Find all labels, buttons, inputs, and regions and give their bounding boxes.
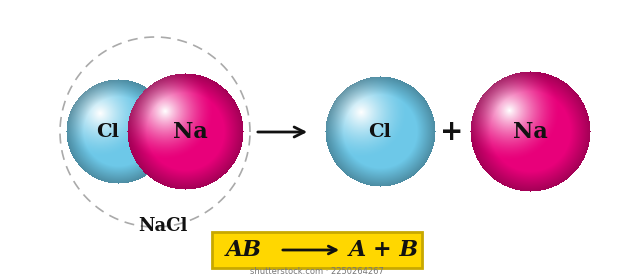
FancyBboxPatch shape: [212, 232, 422, 268]
Text: Cl: Cl: [96, 123, 119, 141]
Text: Na: Na: [172, 121, 207, 143]
Text: Na: Na: [513, 121, 547, 143]
Text: AB: AB: [226, 239, 262, 261]
Text: Cl: Cl: [368, 123, 392, 141]
Text: NaCl: NaCl: [138, 217, 188, 235]
Text: shutterstock.com · 2250264267: shutterstock.com · 2250264267: [250, 267, 384, 276]
Text: A + B: A + B: [349, 239, 419, 261]
Text: +: +: [440, 118, 463, 146]
